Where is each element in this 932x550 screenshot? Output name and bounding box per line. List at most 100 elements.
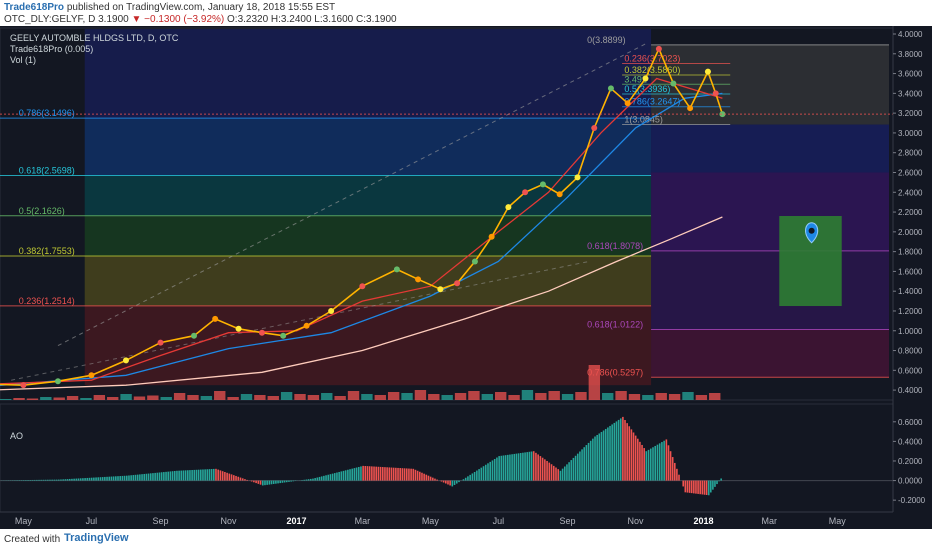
price-point	[471, 258, 478, 265]
price-point	[522, 189, 529, 196]
ao-bar	[97, 477, 100, 481]
ao-bar	[559, 470, 562, 481]
ao-bar	[395, 467, 397, 481]
ao-bar	[270, 480, 273, 485]
chart-canvas[interactable]: 0.786(3.1496) 0.618(2.5698) 0.5(2.1626) 0.3…	[0, 26, 932, 529]
ao-bar	[515, 453, 518, 481]
ao-bar	[699, 480, 702, 495]
ao-bar	[182, 470, 185, 481]
ao-bar	[163, 472, 165, 481]
created-with-text: Created with	[4, 534, 61, 545]
volume-bar	[642, 395, 654, 400]
ao-bar	[583, 447, 586, 481]
ao-tick-label: -0.2000	[898, 496, 926, 505]
fib-zone	[84, 175, 652, 216]
price-tick-label: 0.6000	[898, 366, 923, 375]
volume-bar	[668, 394, 681, 400]
ao-bar	[99, 477, 102, 481]
price-tick-label: 1.6000	[898, 267, 923, 276]
ao-bar	[212, 468, 215, 481]
fib-small-label: 0.5(3.3936)	[624, 84, 670, 94]
ao-bar	[171, 471, 174, 481]
ao-bar	[498, 456, 500, 481]
price-axis-bg	[893, 26, 932, 512]
ao-bar	[656, 444, 659, 481]
ao-bar	[442, 480, 445, 483]
volume-bar	[254, 395, 266, 400]
price-point	[328, 307, 335, 314]
ao-tick-label: 0.4000	[898, 437, 923, 446]
ao-bar	[264, 480, 266, 486]
ao-bar	[504, 455, 507, 481]
ao-bar	[180, 470, 183, 481]
ao-tick-label: 0.6000	[898, 418, 923, 427]
trend-line	[57, 43, 646, 347]
ao-bar	[290, 480, 292, 482]
ao-bar	[130, 475, 132, 481]
ao-bar	[622, 416, 624, 481]
ao-bar	[476, 470, 478, 481]
trend-line	[11, 261, 589, 381]
ao-bar	[511, 454, 513, 481]
ao-bar	[353, 468, 356, 481]
ao-bar	[581, 449, 583, 481]
ao-bar	[526, 452, 529, 481]
ao-bar	[221, 471, 224, 481]
ao-bar	[277, 480, 279, 484]
ao-bar	[447, 480, 449, 485]
ao-bar	[208, 469, 211, 481]
study-label: Trade618Pro (0.005)	[10, 44, 94, 54]
ao-bar	[104, 476, 106, 481]
ao-bar	[500, 455, 503, 481]
fib-level-label: 0.618(2.5698)	[19, 165, 75, 175]
publish-info: Trade618Pro published on TradingView.com…	[4, 2, 335, 13]
ao-bar	[62, 479, 64, 481]
ao-bar	[561, 468, 564, 481]
ao-bar	[714, 480, 716, 487]
ao-bar	[184, 470, 187, 481]
ao-bar	[397, 467, 399, 481]
x-tick-label: Jul	[493, 516, 505, 526]
tradingview-logo[interactable]: TradingView	[64, 532, 129, 544]
volume-bar	[26, 398, 39, 400]
ao-bar	[283, 480, 286, 483]
ma-mid-line	[0, 92, 723, 387]
volume-bar	[240, 394, 253, 400]
ao-bar	[134, 474, 137, 481]
ao-bar	[489, 461, 492, 481]
fib-zone	[84, 118, 652, 176]
ao-bar	[64, 479, 67, 481]
ao-bar	[705, 480, 708, 495]
ma-fast-line	[0, 77, 723, 385]
volume-bar	[682, 392, 694, 400]
ao-bar	[66, 479, 69, 481]
x-tick-label: May	[422, 516, 440, 526]
down-arrow-icon: ▼	[131, 14, 142, 25]
ao-bar	[532, 451, 535, 481]
ao-bar	[123, 475, 126, 481]
volume-bar	[321, 393, 333, 400]
symbol-label: OTC_DLY:GELYF, D	[4, 14, 96, 25]
ao-bar	[71, 478, 73, 481]
price-point	[359, 283, 366, 290]
volume-bar	[695, 395, 708, 400]
ao-bar	[673, 462, 676, 481]
ao-bar	[541, 457, 544, 481]
ao-bar	[250, 480, 253, 482]
ao-bar	[197, 469, 200, 481]
price-point	[212, 315, 219, 322]
price-tick-label: 2.2000	[898, 208, 923, 217]
ao-bar	[445, 480, 447, 484]
ao-bar	[410, 468, 412, 481]
ao-bar	[684, 480, 687, 493]
ao-bar	[449, 480, 451, 486]
x-tick-label: May	[15, 516, 33, 526]
ao-bar	[688, 480, 691, 493]
ao-bar	[432, 477, 434, 481]
ao-bar	[333, 473, 336, 481]
ao-bar	[643, 448, 645, 481]
ao-bar	[436, 479, 438, 481]
ao-bar	[718, 480, 720, 482]
author-link[interactable]: Trade618Pro	[4, 2, 65, 13]
ao-bar	[195, 469, 198, 481]
